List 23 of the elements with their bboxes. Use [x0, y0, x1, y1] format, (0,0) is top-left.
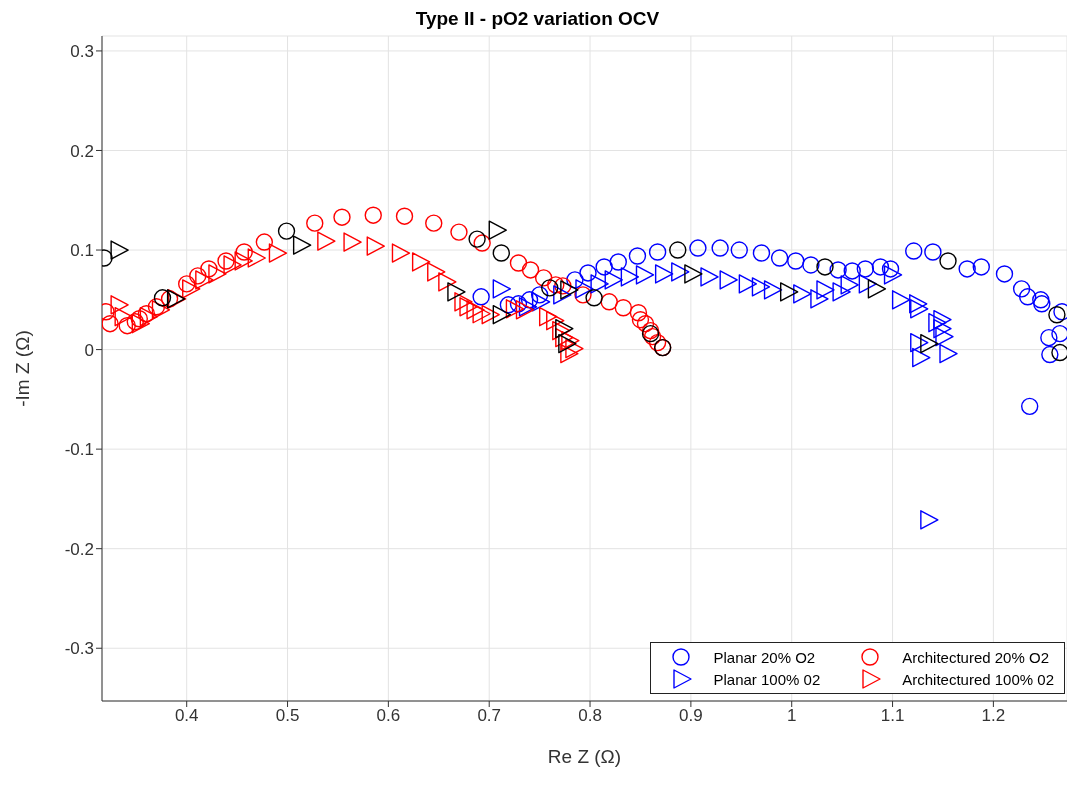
- x-tick-label: 0.7: [477, 706, 502, 726]
- y-tick-label: -0.1: [64, 440, 94, 460]
- y-tick-label: 0.3: [70, 41, 94, 61]
- y-tick-label: 0: [84, 340, 94, 360]
- x-tick-label: 1.1: [880, 706, 905, 726]
- x-tick-label: 0.4: [174, 706, 199, 726]
- legend-label: Architectured 100% 02: [902, 670, 1054, 688]
- x-tick-label: 0.8: [578, 706, 602, 726]
- x-tick-label: 0.5: [275, 706, 300, 726]
- legend-label: Architectured 20% O2: [902, 648, 1049, 666]
- chart-title: Type II - pO2 variation OCV: [414, 8, 661, 30]
- y-tick-label: -0.2: [64, 539, 94, 559]
- legend-label: Planar 20% O2: [713, 648, 816, 666]
- y-tick-label: 0.1: [70, 241, 94, 261]
- x-axis-title: Re Z (Ω): [547, 746, 622, 767]
- legend-label: Planar 100% 02: [713, 670, 821, 688]
- y-tick-label: -0.3: [64, 639, 94, 659]
- x-tick-label: 1.2: [981, 706, 1006, 726]
- y-tick-label: 0.2: [70, 141, 94, 161]
- x-tick-label: 1: [786, 706, 797, 726]
- x-tick-label: 0.6: [376, 706, 401, 726]
- x-tick-label: 0.9: [679, 706, 703, 726]
- y-axis-title: -Im Z (Ω): [11, 330, 33, 407]
